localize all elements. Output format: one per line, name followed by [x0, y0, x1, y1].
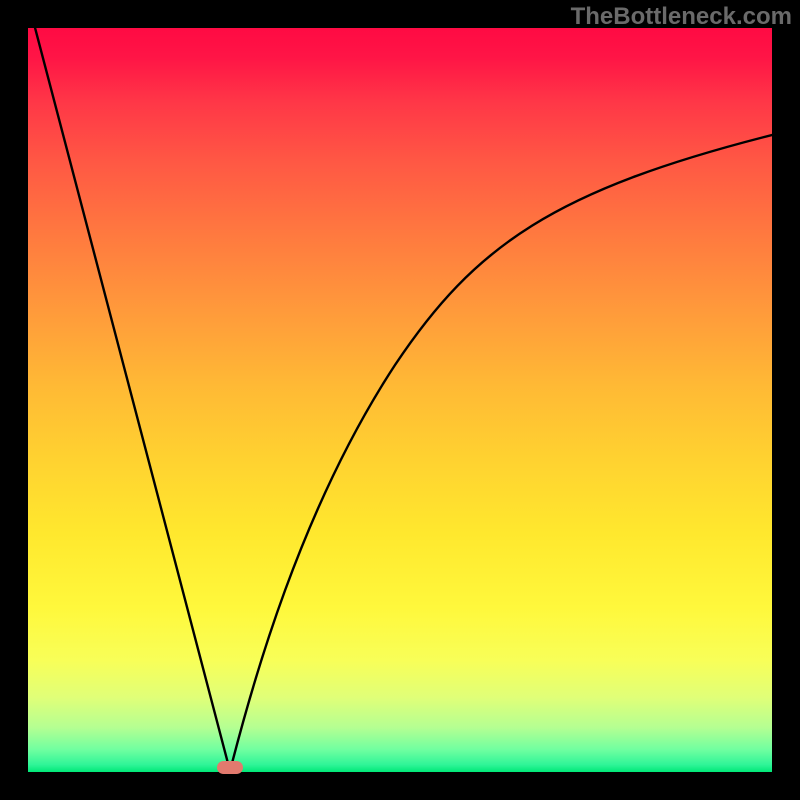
canvas: TheBottleneck.com — [0, 0, 800, 800]
bottleneck-curve — [28, 28, 772, 772]
minimum-marker — [217, 761, 243, 774]
plot-area — [28, 28, 772, 772]
watermark-label: TheBottleneck.com — [571, 3, 792, 31]
